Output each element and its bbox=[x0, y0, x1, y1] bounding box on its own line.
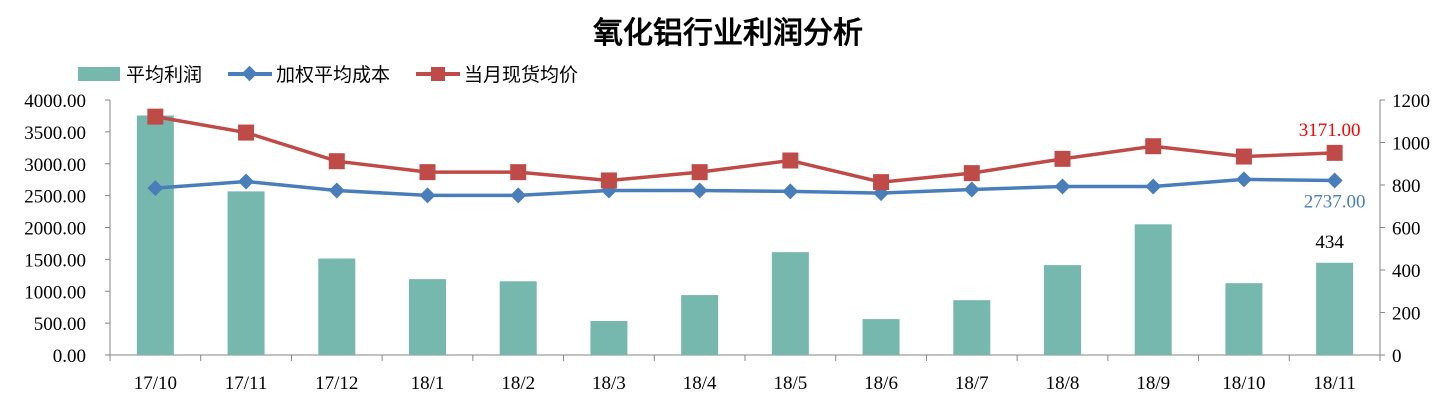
marker-diamond-18/7 bbox=[963, 181, 980, 198]
x-tick-label: 18/1 bbox=[411, 373, 445, 394]
marker-diamond-18/4 bbox=[691, 182, 708, 199]
right-tick-label: 400 bbox=[1392, 261, 1421, 282]
legend-item-profit: 平均利润 bbox=[78, 60, 202, 87]
marker-square-18/7 bbox=[963, 165, 980, 182]
legend: 平均利润 加权平均成本 当月现货均价 bbox=[78, 60, 604, 87]
x-tick-label: 18/6 bbox=[864, 373, 898, 394]
marker-diamond-18/2 bbox=[510, 187, 527, 204]
legend-item-cost: 加权平均成本 bbox=[228, 60, 390, 87]
x-tick-label: 18/2 bbox=[501, 373, 535, 394]
marker-diamond-18/1 bbox=[419, 187, 436, 204]
bar-17/12 bbox=[318, 258, 356, 355]
x-tick-label: 18/4 bbox=[683, 373, 717, 394]
right-tick-label: 1000 bbox=[1392, 134, 1430, 155]
marker-diamond-17/12 bbox=[328, 182, 345, 199]
right-tick-label: 200 bbox=[1392, 304, 1421, 325]
data-label-price: 3171.00 bbox=[1299, 120, 1361, 141]
left-tick-label: 2500.00 bbox=[24, 187, 86, 208]
left-tick-label: 0.00 bbox=[53, 346, 86, 367]
left-tick-label: 3500.00 bbox=[24, 123, 86, 144]
bar-18/1 bbox=[409, 279, 446, 355]
marker-square-18/11 bbox=[1326, 144, 1343, 161]
bar-18/10 bbox=[1225, 283, 1263, 355]
x-tick-label: 18/8 bbox=[1046, 373, 1080, 394]
left-tick-label: 1500.00 bbox=[24, 250, 86, 271]
x-tick-label: 18/9 bbox=[1136, 373, 1170, 394]
line-diamond bbox=[155, 177, 1335, 198]
legend-item-price: 当月现货均价 bbox=[416, 60, 578, 87]
marker-square-17/12 bbox=[328, 153, 345, 170]
x-tick-label: 18/10 bbox=[1222, 373, 1265, 394]
x-tick-label: 17/10 bbox=[134, 373, 177, 394]
marker-square-18/6 bbox=[873, 174, 890, 191]
legend-swatch-diamond bbox=[228, 65, 273, 83]
bar-17/10 bbox=[136, 115, 174, 355]
marker-diamond-17/11 bbox=[238, 173, 255, 190]
bar-17/11 bbox=[227, 191, 265, 355]
bar-18/7 bbox=[953, 300, 991, 355]
marker-square-18/4 bbox=[691, 164, 708, 181]
data-label-cost: 2737.00 bbox=[1304, 192, 1366, 213]
bar-18/4 bbox=[681, 295, 719, 355]
bar-18/9 bbox=[1134, 224, 1172, 355]
left-tick-label: 2000.00 bbox=[24, 219, 86, 240]
x-tick-label: 18/7 bbox=[955, 373, 989, 394]
marker-diamond-17/10 bbox=[147, 180, 164, 197]
x-tick-label: 17/11 bbox=[225, 373, 268, 394]
x-tick-label: 18/3 bbox=[592, 373, 626, 394]
legend-label: 加权平均成本 bbox=[276, 64, 391, 86]
marker-square-18/9 bbox=[1145, 138, 1162, 155]
marker-square-18/10 bbox=[1235, 148, 1252, 165]
marker-diamond-18/5 bbox=[782, 183, 799, 200]
marker-square-17/10 bbox=[147, 108, 164, 125]
marker-diamond-18/11 bbox=[1326, 172, 1343, 189]
right-tick-label: 1200 bbox=[1392, 91, 1430, 112]
marker-square-18/3 bbox=[600, 172, 617, 189]
left-tick-label: 4000.00 bbox=[24, 91, 86, 112]
marker-diamond-18/9 bbox=[1145, 178, 1162, 195]
bar-18/6 bbox=[862, 319, 900, 355]
x-tick-label: 18/5 bbox=[773, 373, 807, 394]
x-tick-label: 18/11 bbox=[1313, 373, 1356, 394]
bar-18/5 bbox=[771, 252, 809, 355]
right-tick-label: 800 bbox=[1392, 176, 1421, 197]
x-tick-label: 17/12 bbox=[315, 373, 358, 394]
marker-square-18/5 bbox=[782, 152, 799, 169]
line-square bbox=[155, 114, 1335, 184]
marker-square-18/2 bbox=[510, 164, 527, 181]
bar-18/8 bbox=[1044, 265, 1081, 355]
legend-swatch-square bbox=[416, 65, 461, 83]
legend-swatch-bar bbox=[78, 65, 122, 83]
right-tick-label: 0 bbox=[1392, 346, 1402, 367]
bar-18/3 bbox=[590, 321, 628, 355]
bar-18/11 bbox=[1316, 262, 1354, 355]
marker-diamond-18/10 bbox=[1235, 171, 1252, 188]
marker-square-18/1 bbox=[419, 164, 436, 181]
chart-title: 氧化铝行业利润分析 bbox=[593, 16, 863, 51]
left-tick-label: 500.00 bbox=[34, 314, 86, 335]
legend-label: 当月现货均价 bbox=[464, 64, 579, 86]
marker-diamond-18/8 bbox=[1054, 178, 1071, 195]
left-tick-label: 3000.00 bbox=[24, 155, 86, 176]
right-tick-label: 600 bbox=[1392, 219, 1421, 240]
legend-label: 平均利润 bbox=[126, 64, 203, 86]
marker-square-18/8 bbox=[1054, 150, 1071, 167]
left-tick-label: 1000.00 bbox=[24, 282, 86, 303]
bar-18/2 bbox=[499, 281, 537, 355]
data-label-profit: 434 bbox=[1315, 232, 1344, 253]
marker-square-17/11 bbox=[238, 124, 255, 141]
